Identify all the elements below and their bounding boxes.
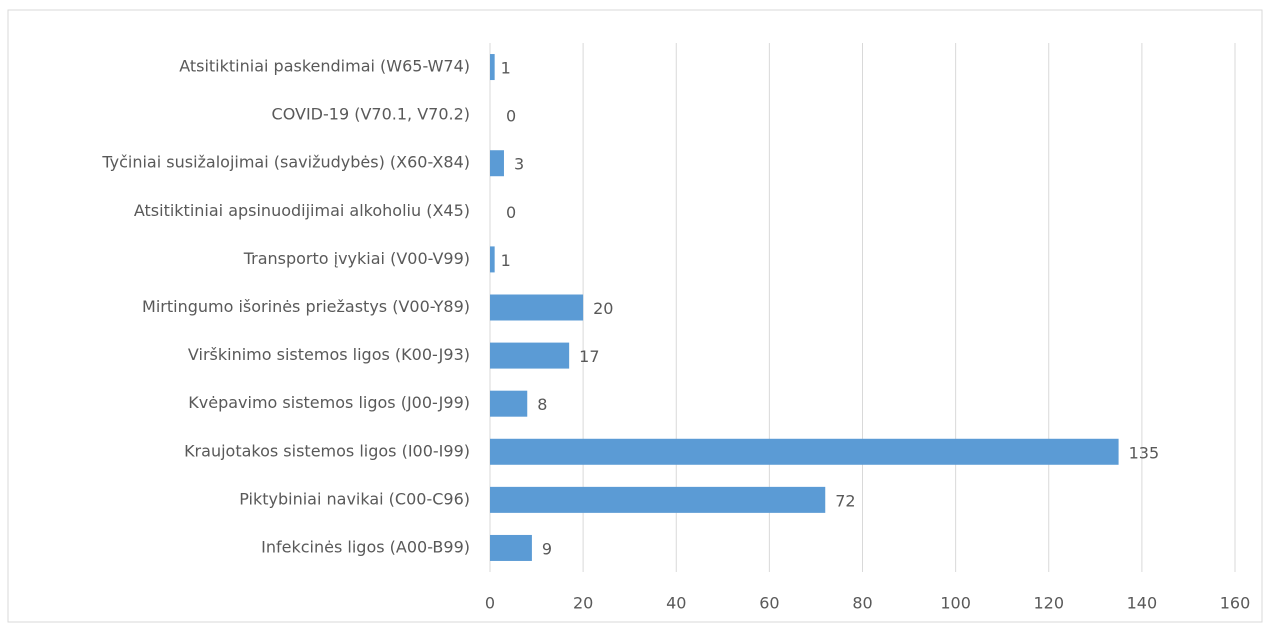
y-tick-label: Atsitiktiniai paskendimai (W65-W74) xyxy=(179,57,470,76)
bar xyxy=(490,534,532,561)
data-label: 135 xyxy=(1129,443,1160,462)
data-label: 8 xyxy=(537,395,547,414)
bar xyxy=(490,54,495,81)
chart-frame xyxy=(7,9,1263,623)
data-label: 17 xyxy=(579,347,599,366)
bar xyxy=(490,486,826,513)
y-tick-label: Kvėpavimo sistemos ligos (J00-J99) xyxy=(188,393,470,412)
y-tick-label: COVID-19 (V70.1, V70.2) xyxy=(272,105,470,124)
y-tick-label: Infekcinės ligos (A00-B99) xyxy=(261,537,470,556)
data-label: 9 xyxy=(542,539,552,558)
x-tick-label: 80 xyxy=(852,594,872,613)
bar xyxy=(490,390,528,417)
bar xyxy=(490,294,584,321)
data-label: 1 xyxy=(501,59,511,78)
x-tick-label: 140 xyxy=(1127,594,1158,613)
data-label: 0 xyxy=(506,107,516,126)
x-tick-label: 20 xyxy=(573,594,593,613)
x-tick-label: 0 xyxy=(485,594,495,613)
y-tick-label: Transporto įvykiai (V00-V99) xyxy=(243,249,470,268)
x-tick-label: 160 xyxy=(1220,594,1251,613)
y-tick-label: Mirtingumo išorinės priežastys (V00-Y89) xyxy=(142,297,470,316)
x-tick-label: 60 xyxy=(759,594,779,613)
data-label: 72 xyxy=(835,491,855,510)
data-label: 3 xyxy=(514,155,524,174)
y-tick-label: Piktybiniai navikai (C00-C96) xyxy=(239,489,470,508)
x-tick-label: 100 xyxy=(940,594,971,613)
bar xyxy=(490,342,570,369)
bar xyxy=(490,438,1119,465)
data-label: 20 xyxy=(593,299,613,318)
x-tick-label: 40 xyxy=(666,594,686,613)
bar xyxy=(490,246,495,273)
data-label: 0 xyxy=(506,203,516,222)
y-tick-label: Atsitiktiniai apsinuodijimai alkoholiu (… xyxy=(134,201,470,220)
data-label: 1 xyxy=(501,251,511,270)
bar xyxy=(490,150,504,177)
y-tick-label: Kraujotakos sistemos ligos (I00-I99) xyxy=(184,441,470,460)
x-tick-label: 120 xyxy=(1033,594,1064,613)
y-tick-label: Virškinimo sistemos ligos (K00-J93) xyxy=(188,345,470,364)
y-tick-label: Tyčiniai susižalojimai (savižudybės) (X6… xyxy=(101,153,470,172)
